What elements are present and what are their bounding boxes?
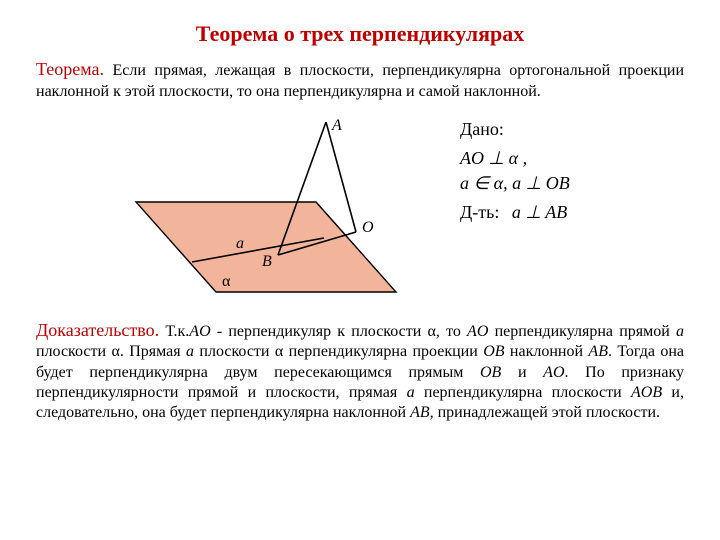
proof-t1: Т.к. bbox=[159, 323, 189, 340]
prove-row: Д-ть: a ⊥ AB bbox=[460, 201, 684, 224]
proof-t3: перпендикулярна прямой bbox=[488, 323, 676, 340]
given-block: Дано: AO ⊥ α , a ∈ α, a ⊥ OB Д-ть: a ⊥ A… bbox=[460, 112, 684, 224]
given-label: Дано: bbox=[460, 118, 684, 141]
svg-text:α: α bbox=[222, 273, 231, 290]
given-line-1: AO ⊥ α , bbox=[460, 147, 684, 170]
proof-t8: и bbox=[501, 364, 543, 381]
proof-t5: плоскости α перпендикулярна проекции bbox=[194, 343, 483, 360]
proof-a2: a bbox=[186, 343, 194, 360]
svg-text:A: A bbox=[331, 117, 342, 134]
prove-statement: a ⊥ AB bbox=[512, 202, 567, 222]
page-title: Теорема о трех перпендикулярах bbox=[36, 20, 684, 48]
proof-label: Доказательство. bbox=[36, 320, 159, 340]
theorem-paragraph: Теорема. Если прямая, лежащая в плоскост… bbox=[36, 58, 684, 102]
proof-ao2: AO bbox=[467, 323, 488, 340]
proof-ab1: AB bbox=[588, 343, 608, 360]
prove-label: Д-ть: bbox=[460, 202, 499, 222]
proof-a3: a bbox=[407, 384, 415, 401]
proof-ob1: OB bbox=[483, 343, 504, 360]
proof-t2: - перпендикуляр к плоскости α, то bbox=[211, 323, 467, 340]
proof-t4: плоскости α. Прямая bbox=[36, 343, 186, 360]
figure-and-given: A O Ba α Дано: AO ⊥ α , a ∈ α, a ⊥ OB Д-ть:… bbox=[36, 112, 684, 308]
proof-t6: наклонной bbox=[505, 343, 589, 360]
proof-ab2: AB, bbox=[410, 404, 434, 421]
theorem-text: Если прямая, лежащая в плоскости, перпен… bbox=[36, 62, 684, 99]
svg-text:O: O bbox=[362, 219, 374, 236]
proof-paragraph: Доказательство. Т.к.AO - перпендикуляр к… bbox=[36, 319, 684, 424]
svg-text:a: a bbox=[236, 235, 244, 252]
given-line-2: a ∈ α, a ⊥ OB bbox=[460, 172, 684, 195]
proof-ob2: OB bbox=[480, 364, 501, 381]
proof-aob: AOB bbox=[631, 384, 662, 401]
proof-t10: перпендикулярна плоскости bbox=[415, 384, 631, 401]
theorem-label: Теорема. bbox=[36, 59, 104, 79]
proof-ao1: AO bbox=[189, 323, 210, 340]
proof-ao3: AO bbox=[543, 364, 564, 381]
proof-a1: a bbox=[676, 323, 684, 340]
svg-text:B: B bbox=[262, 253, 272, 270]
diagram: A O Ba α bbox=[106, 112, 436, 308]
proof-t12: принадлежащей этой плоскости. bbox=[434, 404, 660, 421]
